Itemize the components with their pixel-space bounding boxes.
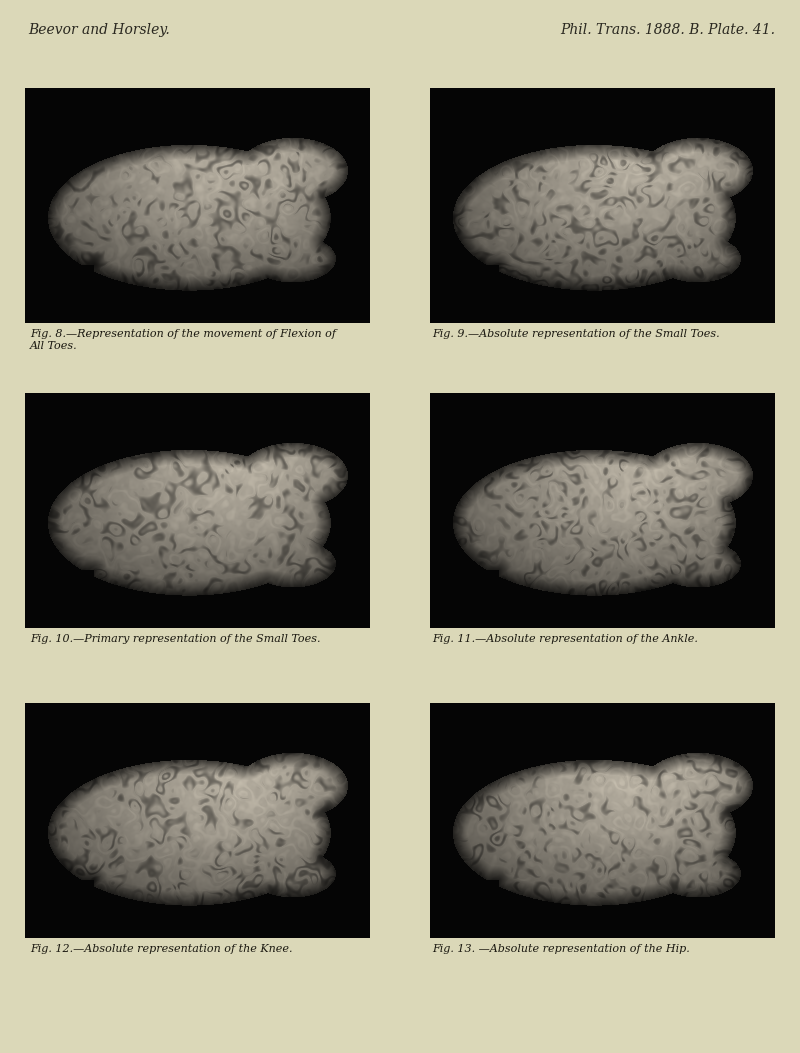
Bar <box>430 393 775 628</box>
Bar <box>25 88 370 323</box>
Text: Fig. 10.—Primary representation of the Small Toes.: Fig. 10.—Primary representation of the S… <box>30 634 321 644</box>
Text: Phil. Trans. 1888. B. Plate. 41.: Phil. Trans. 1888. B. Plate. 41. <box>560 23 775 37</box>
Bar <box>25 703 370 938</box>
Text: Fig. 9.—Absolute representation of the Small Toes.: Fig. 9.—Absolute representation of the S… <box>432 329 720 339</box>
Text: Fig. 8.—Representation of the movement of Flexion of
All Toes.: Fig. 8.—Representation of the movement o… <box>30 329 336 351</box>
Text: Fig. 12.—Absolute representation of the Knee.: Fig. 12.—Absolute representation of the … <box>30 943 293 954</box>
Text: Fig. 13. —Absolute representation of the Hip.: Fig. 13. —Absolute representation of the… <box>432 943 690 954</box>
Bar <box>430 703 775 938</box>
Bar <box>430 88 775 323</box>
Text: Beevor and Horsley.: Beevor and Horsley. <box>28 23 170 37</box>
Text: Fig. 11.—Absolute representation of the Ankle.: Fig. 11.—Absolute representation of the … <box>432 634 698 644</box>
Bar <box>25 393 370 628</box>
